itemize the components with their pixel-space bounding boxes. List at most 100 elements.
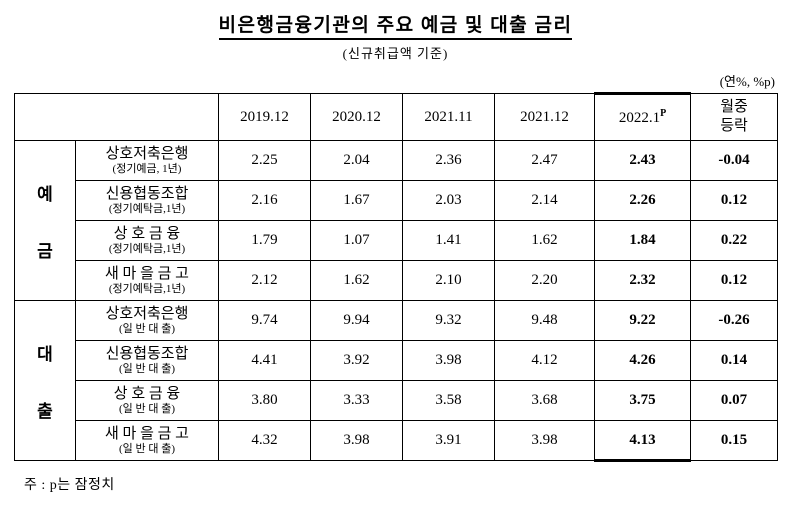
rate-cell-current: 3.75 xyxy=(594,380,691,421)
institution-name: 새 마 을 금 고 xyxy=(104,266,189,283)
institution-subname: (일 반 대 출) xyxy=(118,363,176,376)
group-label-loan: 대 출 xyxy=(15,340,75,422)
header-col-2019-12: 2019.12 xyxy=(218,93,311,141)
institution-cell: 새 마 을 금 고 (정기예탁금,1년) xyxy=(75,260,219,301)
institution-cell: 신용협동조합 (정기예탁금,1년) xyxy=(75,180,219,221)
rate-cell-change: 0.12 xyxy=(690,260,778,301)
page-title: 비은행금융기관의 주요 예금 및 대출 금리 xyxy=(218,10,573,40)
current-column-superscript: P xyxy=(660,108,667,119)
table-row: 신용협동조합 (정기예탁금,1년) 2.16 1.67 2.03 2.14 2.… xyxy=(15,180,778,221)
institution-subname: (일 반 대 출) xyxy=(118,323,176,336)
rate-cell: 2.10 xyxy=(402,260,495,301)
header-row: 2019.12 2020.12 2021.11 2021.12 2022.1P … xyxy=(14,92,778,141)
institution-cell: 신용협동조합 (일 반 대 출) xyxy=(75,340,219,381)
institution-cell: 새 마 을 금 고 (일 반 대 출) xyxy=(75,420,219,461)
institution-subname: (정기예탁금,1년) xyxy=(108,243,186,256)
rate-cell: 3.98 xyxy=(310,420,403,461)
rate-cell-change: -0.26 xyxy=(690,300,778,341)
header-col-2021-12: 2021.12 xyxy=(494,93,595,141)
rate-cell-change: 0.07 xyxy=(690,380,778,421)
rate-cell: 4.32 xyxy=(218,420,311,461)
rate-cell: 2.16 xyxy=(218,180,311,221)
rate-cell: 9.94 xyxy=(310,300,403,341)
rate-cell: 9.74 xyxy=(218,300,311,341)
institution-name: 상 호 금 융 xyxy=(113,226,181,243)
rate-cell: 9.32 xyxy=(402,300,495,341)
institution-subname: (정기예탁금,1년) xyxy=(108,283,186,296)
institution-name: 새 마 을 금 고 xyxy=(104,426,189,443)
institution-name: 신용협동조합 xyxy=(105,186,189,203)
rate-cell-change: -0.04 xyxy=(690,140,778,181)
title-wrap: 비은행금융기관의 주요 예금 및 대출 금리 xyxy=(14,10,777,40)
rate-cell: 2.04 xyxy=(310,140,403,181)
header-col-2022-1: 2022.1P xyxy=(594,92,691,141)
institution-subname: (일 반 대 출) xyxy=(118,403,176,416)
institution-name: 상호저축은행 xyxy=(105,146,189,163)
current-column-label: 2022.1 xyxy=(618,110,661,126)
rate-cell: 3.33 xyxy=(310,380,403,421)
group-char: 대 xyxy=(37,344,53,364)
header-col-2021-11: 2021.11 xyxy=(402,93,495,141)
table-row: 대 출 상호저축은행 (일 반 대 출) 9.74 9.94 9.32 9.48… xyxy=(14,300,778,461)
header-col-2020-12: 2020.12 xyxy=(310,93,403,141)
table-row: 새 마 을 금 고 (일 반 대 출) 4.32 3.98 3.91 3.98 … xyxy=(15,420,778,462)
rate-cell: 2.12 xyxy=(218,260,311,301)
rate-cell-current: 9.22 xyxy=(594,300,691,341)
rate-cell: 1.79 xyxy=(218,220,311,261)
rate-cell-change: 0.12 xyxy=(690,180,778,221)
group-char: 출 xyxy=(37,401,53,421)
institution-subname: (일 반 대 출) xyxy=(118,443,176,456)
rates-table: 2019.12 2020.12 2021.11 2021.12 2022.1P … xyxy=(14,92,778,462)
institution-cell: 상호저축은행 (정기예금, 1년) xyxy=(75,140,219,181)
rate-cell-current: 2.26 xyxy=(594,180,691,221)
institution-name: 신용협동조합 xyxy=(105,346,189,363)
table-row: 신용협동조합 (일 반 대 출) 4.41 3.92 3.98 4.12 4.2… xyxy=(15,340,778,381)
rate-cell: 3.68 xyxy=(494,380,595,421)
rate-cell: 3.98 xyxy=(402,340,495,381)
institution-name: 상 호 금 융 xyxy=(113,386,181,403)
monthly-change-line2: 등락 xyxy=(720,118,748,134)
rate-cell: 1.07 xyxy=(310,220,403,261)
table-row: 상 호 금 융 (정기예탁금,1년) 1.79 1.07 1.41 1.62 1… xyxy=(15,220,778,261)
monthly-change-line1: 월중 xyxy=(720,99,748,116)
rate-cell-current: 2.43 xyxy=(594,140,691,181)
rate-cell: 3.80 xyxy=(218,380,311,421)
rate-cell: 9.48 xyxy=(494,300,595,341)
rate-cell-current: 4.26 xyxy=(594,340,691,381)
group-cell-loan: 대 출 xyxy=(14,300,76,461)
rate-cell-current: 2.32 xyxy=(594,260,691,301)
rate-cell: 2.03 xyxy=(402,180,495,221)
group-char: 금 xyxy=(37,241,53,261)
rate-cell: 2.20 xyxy=(494,260,595,301)
rate-cell-current: 1.84 xyxy=(594,220,691,261)
institution-subname: (정기예탁금,1년) xyxy=(108,203,186,216)
rate-cell: 1.62 xyxy=(494,220,595,261)
rate-cell: 3.92 xyxy=(310,340,403,381)
table-row: 예 금 상호저축은행 (정기예금, 1년) 2.25 2.04 2.36 2.4… xyxy=(14,140,778,301)
rate-cell-change: 0.22 xyxy=(690,220,778,261)
group-cell-deposit: 예 금 xyxy=(14,140,76,301)
footnote: 주 : p는 잠정치 xyxy=(24,478,115,493)
rate-cell: 3.98 xyxy=(494,420,595,461)
institution-subname: (정기예금, 1년) xyxy=(112,163,182,176)
unit-note: (연%, %p) xyxy=(719,74,775,89)
header-blank-cell xyxy=(14,93,219,141)
rate-cell: 4.12 xyxy=(494,340,595,381)
group-char: 예 xyxy=(37,184,53,204)
rate-cell: 3.58 xyxy=(402,380,495,421)
rate-cell: 1.62 xyxy=(310,260,403,301)
rate-cell: 4.41 xyxy=(218,340,311,381)
institution-cell: 상호저축은행 (일 반 대 출) xyxy=(75,300,219,341)
rate-cell-current: 4.13 xyxy=(594,420,691,462)
institution-cell: 상 호 금 융 (정기예탁금,1년) xyxy=(75,220,219,261)
rate-cell: 1.67 xyxy=(310,180,403,221)
rate-cell: 2.25 xyxy=(218,140,311,181)
rate-cell-change: 0.15 xyxy=(690,420,778,461)
table-row: 상 호 금 융 (일 반 대 출) 3.80 3.33 3.58 3.68 3.… xyxy=(15,380,778,421)
table-row: 새 마 을 금 고 (정기예탁금,1년) 2.12 1.62 2.10 2.20… xyxy=(15,260,778,301)
rate-cell: 1.41 xyxy=(402,220,495,261)
institution-name: 상호저축은행 xyxy=(105,306,189,323)
rate-cell-change: 0.14 xyxy=(690,340,778,381)
group-label-deposit: 예 금 xyxy=(15,180,75,262)
